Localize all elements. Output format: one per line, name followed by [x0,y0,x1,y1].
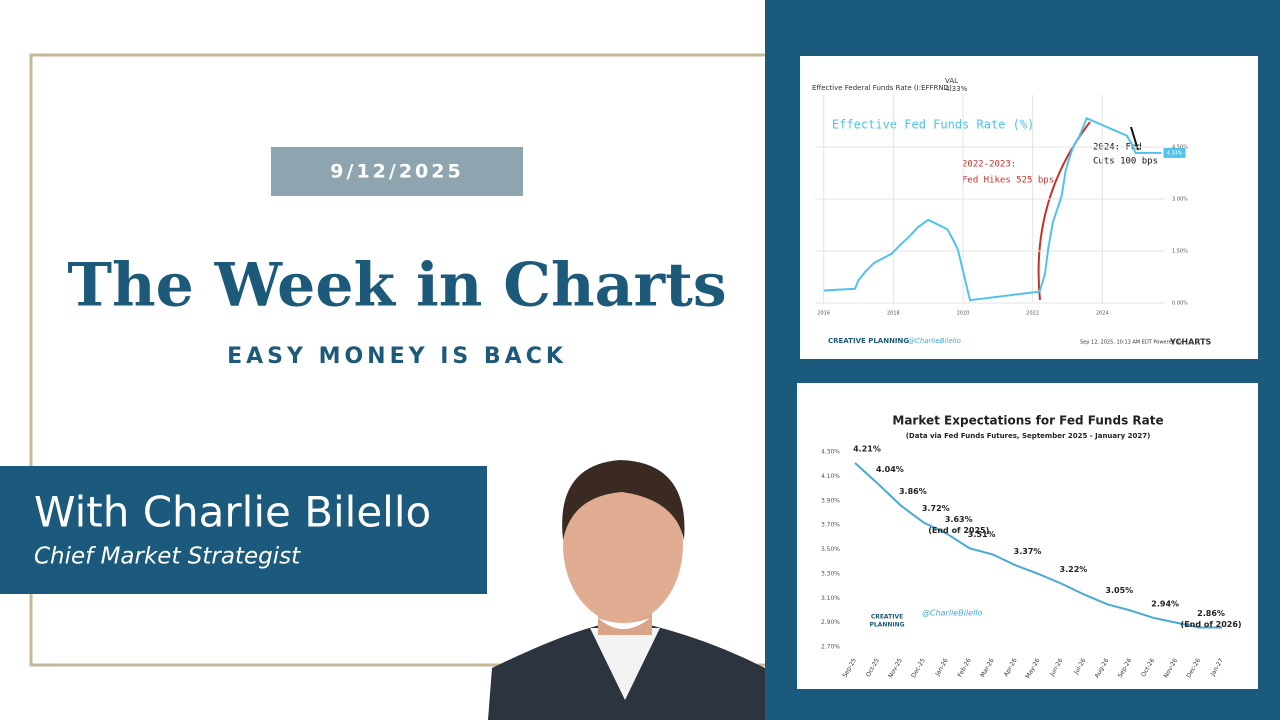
data-label: 3.63% [945,515,973,524]
source: YCHARTS [1169,338,1212,347]
x-tick-label: 2016 [817,311,830,317]
data-label: 4.21% [853,444,881,453]
name: With Charlie Bilello [34,488,431,537]
timestamp: Sep 12, 2025, 10:13 AM EDT Powered by [1080,340,1182,346]
chart-1-panel [800,56,1258,359]
y-tick-label: 3.10% [821,595,840,602]
data-line [823,116,1162,302]
brand: PLANNING [869,622,904,629]
chart-1-title: Effective Fed Funds Rate (%) [832,118,1034,132]
handle: @CharlieBilello [922,609,983,618]
data-label: 3.22% [1060,565,1088,574]
subtitle: EASY MONEY IS BACK [227,344,567,369]
face [563,467,683,623]
y-tick-label: 3.90% [821,497,840,504]
x-tick-label: 2024 [1096,311,1109,317]
value: 4.33% [945,85,968,93]
data-label: 3.86% [899,487,927,496]
y-tick-label: 3.00% [1172,197,1188,203]
chart-2-subtitle: (Data via Fed Funds Futures, September 2… [906,432,1151,440]
y-tick-label: 2.90% [821,619,840,626]
y-tick-label: 4.30% [821,449,840,456]
end-label-box [1163,147,1186,158]
brand: CREATIVE PLANNING [828,337,909,345]
hair [562,460,685,540]
name-box [0,466,487,594]
y-tick-label: 3.50% [821,546,840,553]
date: 9/12/2025 [330,161,463,183]
cut-note: Cuts 100 bps [1093,157,1158,167]
x-tick-label: 2022 [1026,311,1039,317]
data-label: 4.04% [876,465,904,474]
smile [598,618,650,629]
y-tick-label: 3.70% [821,522,840,529]
y-tick-label: 4.10% [821,473,840,480]
y-tick-label: 2.70% [821,644,840,651]
data-note: (End of 2025) [928,526,989,535]
cut-arrow [1130,126,1139,151]
chart-2-panel [797,383,1258,689]
x-tick-label: 2018 [887,311,900,317]
x-tick-label: 2020 [957,311,970,317]
brand: CREATIVE [871,614,903,621]
portrait [488,460,765,720]
y-tick-label: 4.50% [1172,145,1188,151]
y-tick-label: 3.30% [821,570,840,577]
date-box [271,147,523,196]
data-label: 3.72% [922,504,950,513]
data-label: 3.51% [968,530,996,539]
shirt [590,628,660,700]
end-label: 4.33% [1167,150,1183,156]
data-note: (End of 2026) [1181,620,1242,629]
data-label: 3.05% [1105,586,1133,595]
data-label: 2.86% [1197,609,1225,618]
chart-2-title: Market Expectations for Fed Funds Rate [892,414,1163,428]
title: The Week in Charts [67,251,726,321]
hike-note: 2022-2023: [962,160,1016,170]
hike-note: Fed Hikes 525 bps [962,176,1054,186]
data-label: 3.37% [1014,547,1042,556]
data-line [854,462,1222,629]
value-header: VAL [945,77,958,85]
series-header: Effective Federal Funds Rate (I:EFFRND) [812,84,952,92]
handle: @CharlieBilello [908,337,961,345]
role: Chief Market Strategist [34,544,301,570]
y-tick-label: 0.00% [1172,301,1188,307]
y-tick-label: 1.50% [1172,249,1188,255]
data-label: 2.94% [1151,599,1179,608]
frame [29,53,765,667]
